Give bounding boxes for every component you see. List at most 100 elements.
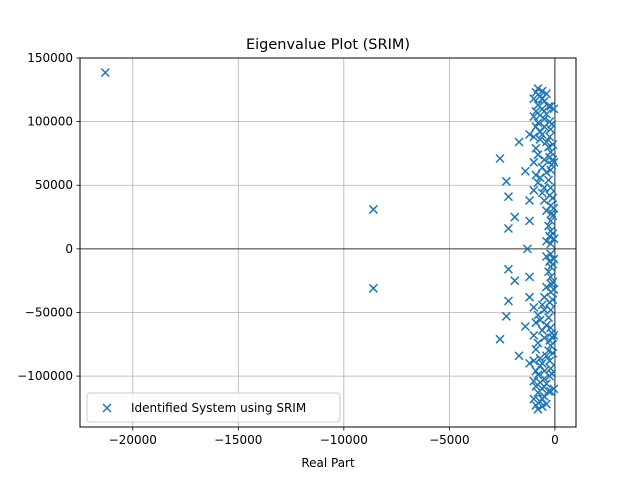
data-point <box>525 292 535 302</box>
data-point <box>549 254 559 264</box>
data-point <box>525 216 535 226</box>
data-point <box>546 249 556 259</box>
data-point <box>549 234 559 244</box>
data-point <box>541 351 551 361</box>
data-point <box>541 320 551 330</box>
data-point <box>539 333 549 343</box>
data-point <box>541 89 551 99</box>
data-point <box>549 157 559 167</box>
data-point <box>529 94 539 104</box>
data-point <box>549 203 559 213</box>
data-point <box>541 251 551 262</box>
data-point <box>529 302 539 312</box>
data-point <box>533 178 543 188</box>
data-point <box>503 264 513 274</box>
plot-area-frame <box>79 57 577 428</box>
data-point <box>529 157 539 167</box>
data-point <box>495 334 505 344</box>
data-point <box>533 310 543 320</box>
data-point <box>547 119 557 129</box>
data-point <box>503 223 513 234</box>
x-tick-label: −5000 <box>429 433 470 447</box>
data-point <box>549 330 559 340</box>
data-point <box>546 305 556 315</box>
data-point <box>525 129 535 139</box>
data-point <box>548 155 558 165</box>
data-point <box>546 272 556 282</box>
data-point <box>546 147 556 157</box>
data-point <box>544 346 554 356</box>
data-point <box>529 356 539 366</box>
data-point <box>533 118 543 128</box>
y-tick-label: 50000 <box>35 178 73 192</box>
data-point <box>510 212 520 222</box>
data-point <box>501 311 511 321</box>
data-point <box>539 374 549 384</box>
data-point <box>544 221 554 231</box>
data-point <box>537 86 547 96</box>
data-point <box>503 296 513 306</box>
data-point <box>541 167 551 178</box>
data-point <box>539 114 549 124</box>
data-point <box>546 239 556 249</box>
x-tick-label: 0 <box>551 433 559 447</box>
data-point <box>529 185 539 195</box>
x-tick-label: −20000 <box>109 433 157 447</box>
data-point <box>541 379 551 389</box>
data-point <box>549 104 559 114</box>
data-point <box>547 279 557 290</box>
data-point <box>541 137 551 147</box>
data-point <box>531 170 541 180</box>
legend: Identified System using SRIM <box>86 392 341 423</box>
data-point <box>546 341 556 351</box>
data-point <box>501 176 511 186</box>
data-point <box>537 300 547 310</box>
data-point <box>520 321 530 332</box>
x-tick-label: −10000 <box>320 433 368 447</box>
data-point <box>537 129 547 139</box>
data-point <box>547 369 557 379</box>
data-point <box>548 211 558 221</box>
data-point <box>533 150 543 160</box>
data-point <box>533 84 543 94</box>
data-point <box>514 351 524 361</box>
data-point <box>525 272 535 282</box>
data-point <box>539 155 549 165</box>
data-point <box>535 315 545 325</box>
data-point <box>541 399 551 409</box>
data-point <box>545 356 555 366</box>
data-point <box>548 277 558 287</box>
x-tick-label: −15000 <box>214 433 262 447</box>
data-point <box>547 208 557 218</box>
data-point <box>520 166 530 176</box>
data-point <box>544 175 554 185</box>
data-point <box>533 370 543 380</box>
legend-marker-x <box>102 403 112 413</box>
legend-box <box>86 392 341 423</box>
zero-reference-lines <box>80 58 576 427</box>
data-point <box>531 344 541 354</box>
data-point <box>525 358 535 368</box>
data-point <box>548 333 558 343</box>
data-point <box>537 358 547 368</box>
data-point <box>533 404 543 414</box>
legend-entry-label: Identified System using SRIM <box>131 401 306 415</box>
data-point <box>544 267 554 277</box>
data-point <box>529 330 539 340</box>
data-point <box>535 353 545 363</box>
data-point <box>549 285 559 295</box>
data-point <box>537 188 547 198</box>
data-point <box>549 384 559 394</box>
y-tick-label: 0 <box>65 242 73 256</box>
x-axis-ticks: −20000 −15000 −10000 −5000 0 <box>109 427 559 447</box>
y-tick-label: −100000 <box>17 369 73 383</box>
data-point <box>510 276 520 286</box>
data-point <box>531 318 541 328</box>
data-point <box>525 195 535 206</box>
data-point <box>368 204 378 214</box>
data-point <box>545 132 555 142</box>
y-axis-ticks: −100000 −50000 0 50000 100000 150000 <box>17 51 80 383</box>
data-point <box>546 183 556 193</box>
x-axis-label: Real Part <box>301 456 355 470</box>
